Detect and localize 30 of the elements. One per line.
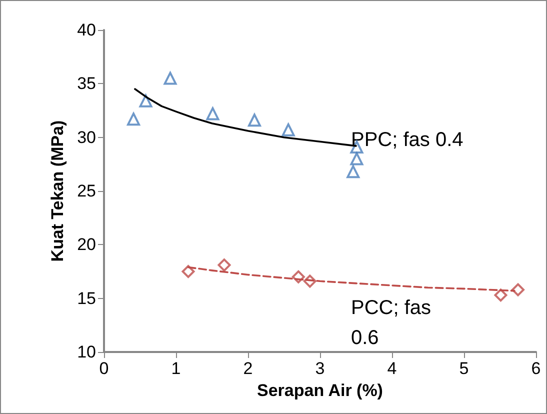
point bbox=[206, 107, 220, 120]
x-tick-label: 1 bbox=[171, 359, 181, 378]
point bbox=[350, 152, 364, 166]
point bbox=[346, 165, 360, 178]
point bbox=[182, 265, 195, 278]
point bbox=[282, 123, 295, 136]
y-tick-label: 30 bbox=[77, 128, 96, 147]
x-tick-label: 5 bbox=[459, 359, 469, 378]
point bbox=[164, 72, 177, 85]
point bbox=[512, 283, 524, 296]
x-tick-label: 3 bbox=[315, 359, 325, 378]
point bbox=[127, 112, 140, 126]
y-tick-label: 25 bbox=[77, 182, 96, 200]
annotation: PCC; fas 0.6 bbox=[351, 297, 437, 349]
point bbox=[248, 114, 261, 127]
y-axis-title: Kuat Tekan (MPa) bbox=[48, 120, 67, 262]
x-tick-label: 2 bbox=[243, 359, 253, 378]
x-tick-label: 4 bbox=[387, 359, 397, 378]
point bbox=[494, 288, 508, 302]
y-tick-label: 40 bbox=[77, 20, 96, 40]
y-tick-label: 20 bbox=[77, 235, 96, 254]
x-tick-label: 0 bbox=[99, 359, 109, 378]
y-tick-label: 35 bbox=[77, 74, 96, 94]
point bbox=[139, 94, 152, 108]
point bbox=[218, 258, 231, 272]
y-tick-label: 15 bbox=[77, 288, 96, 308]
y-tick-label: 10 bbox=[77, 342, 96, 362]
x-axis-title: Serapan Air (%) bbox=[257, 380, 383, 400]
annotation: PPC; fas 0.4 bbox=[351, 129, 464, 151]
x-tick-label: 6 bbox=[531, 359, 541, 378]
